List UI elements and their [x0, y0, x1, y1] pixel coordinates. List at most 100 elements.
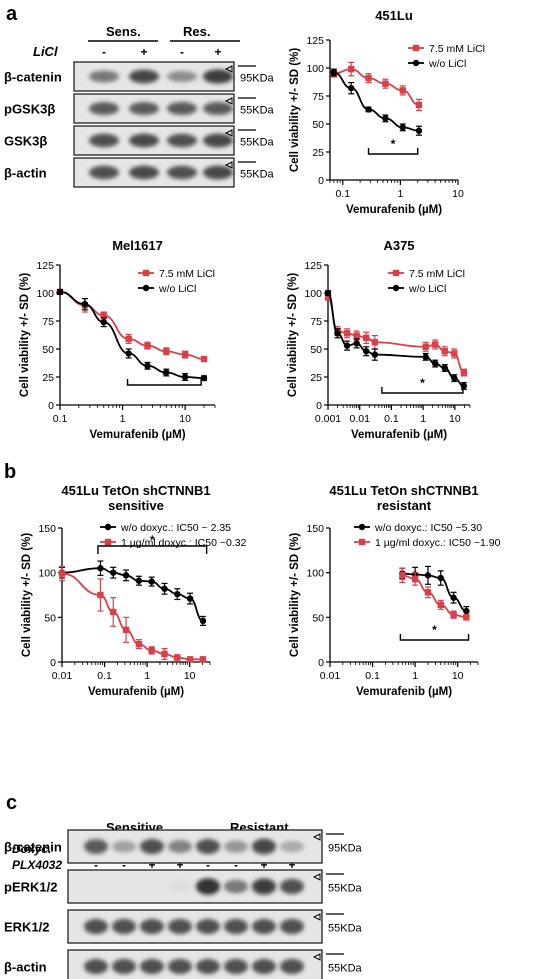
- blot-c-doxyc-label: Doxyc.: [12, 842, 51, 856]
- y-axis-label: Cell viability +/- SD (%): [287, 273, 299, 397]
- y-tick-label: 50: [44, 612, 56, 624]
- chart-0: 451Lu 0 25 50 75 100 125 0.1 1 10 Vemurafenib (µM)…: [289, 8, 485, 216]
- blot-band: [280, 878, 304, 895]
- data-point: [186, 656, 194, 663]
- blot-band: [167, 70, 197, 83]
- x-axis-label: Vemurafenib (µM): [356, 686, 452, 698]
- data-point: [135, 577, 143, 584]
- significance-bracket: [97, 545, 208, 554]
- data-point: [450, 611, 457, 618]
- x-axis-label: Vemurafenib (µM): [351, 429, 447, 441]
- y-tick-label: 150: [38, 523, 56, 535]
- legend-entry: w/o LiCl: [428, 58, 466, 70]
- blot-row-label: GSK3β: [4, 134, 47, 149]
- blot-band: [129, 133, 159, 148]
- data-point: [330, 69, 338, 76]
- data-point: [441, 364, 448, 372]
- y-tick-label: 0: [50, 657, 56, 669]
- significance-star: *: [391, 137, 396, 151]
- data-point: [362, 334, 370, 341]
- chart-title: 451Lu: [375, 8, 413, 23]
- lane-sign: +: [260, 858, 267, 872]
- data-point: [100, 312, 107, 319]
- x-tick-label: 10: [449, 413, 461, 425]
- data-point: [144, 362, 151, 369]
- y-tick-label: 25: [310, 372, 322, 384]
- blot-box: [67, 869, 323, 904]
- legend-entry: 7.5 mM LiCl: [409, 268, 465, 280]
- blot-c: Sensitive Resistant Doxyc. PLX4032 -+-+-…: [4, 820, 363, 979]
- significance-star: *: [432, 623, 437, 637]
- legend-marker: [104, 538, 112, 546]
- data-point: [161, 585, 168, 592]
- x-tick-label: 0.1: [53, 413, 68, 425]
- legend-entry: 1 µg/ml doxyc.: IC50 ~1.90: [375, 537, 501, 549]
- marker-arrow-icon: [224, 97, 233, 105]
- data-point: [110, 569, 117, 576]
- blot-a-group-sens: Sens.: [106, 24, 141, 39]
- data-point: [353, 340, 360, 347]
- blot-row-label: β-catenin: [4, 70, 62, 85]
- y-tick-label: 0: [318, 175, 324, 187]
- series-curve: [327, 292, 465, 387]
- mw-label: 95KDa: [328, 843, 363, 855]
- data-point: [415, 127, 423, 134]
- x-tick-label: 0.001: [315, 413, 341, 425]
- marker-arrow-icon: [312, 953, 321, 961]
- panel-letter-a: a: [6, 3, 18, 25]
- data-point: [451, 374, 458, 382]
- y-axis-label: Cell viability +/- SD (%): [19, 273, 31, 397]
- blot-band: [224, 958, 248, 975]
- data-point: [362, 348, 370, 355]
- y-axis-label: Cell viability +/- SD (%): [289, 48, 301, 172]
- legend-marker: [142, 269, 150, 277]
- blot-c-plx-label: PLX4032: [12, 858, 62, 872]
- x-axis-label: Vemurafenib (µM): [88, 686, 184, 698]
- data-point: [181, 373, 189, 381]
- x-tick-label: 0.1: [365, 670, 380, 682]
- y-tick-label: 100: [36, 288, 54, 300]
- data-point: [437, 574, 444, 582]
- data-point: [460, 369, 468, 376]
- data-point: [382, 115, 389, 122]
- legend-marker: [392, 284, 400, 292]
- blot-band: [196, 878, 220, 895]
- data-point: [125, 335, 132, 343]
- marker-arrow-icon: [224, 161, 233, 169]
- x-tick-label: 0.01: [320, 670, 341, 682]
- y-tick-label: 25: [42, 372, 54, 384]
- x-tick-label: 0.01: [349, 413, 370, 425]
- x-tick-label: 1: [420, 413, 426, 425]
- x-tick-label: 10: [184, 670, 196, 682]
- x-tick-label: 10: [452, 670, 464, 682]
- blot-band: [168, 918, 192, 935]
- blot-row-label: ERK1/2: [4, 920, 50, 935]
- blot-band: [280, 918, 304, 935]
- legend-entry: w/o doxyc.: IC50 ~5.30: [374, 522, 482, 534]
- blot-band: [196, 918, 220, 935]
- data-point: [174, 590, 181, 598]
- y-tick-label: 100: [306, 63, 324, 75]
- blot-band: [140, 918, 164, 935]
- mw-label: 55KDa: [328, 923, 363, 935]
- legend-marker: [392, 269, 400, 277]
- data-point: [199, 617, 207, 625]
- data-point: [347, 84, 355, 92]
- legend-marker: [412, 44, 420, 52]
- data-point: [181, 351, 189, 358]
- blot-band: [203, 133, 233, 148]
- blot-band: [167, 165, 197, 180]
- blot-band: [280, 958, 304, 975]
- blot-band: [252, 838, 276, 855]
- series-curve: [61, 567, 204, 622]
- y-tick-label: 25: [312, 147, 324, 159]
- data-point: [97, 591, 104, 599]
- significance-bracket: [381, 387, 464, 394]
- data-point: [347, 65, 355, 73]
- blot-band: [84, 958, 108, 975]
- blot-band: [168, 958, 192, 975]
- blot-a: Sens. Res. LiCl - + - + β-catenin 95KDa pGSK3…: [4, 24, 275, 188]
- x-axis-label: Vemurafenib (µM): [346, 204, 442, 216]
